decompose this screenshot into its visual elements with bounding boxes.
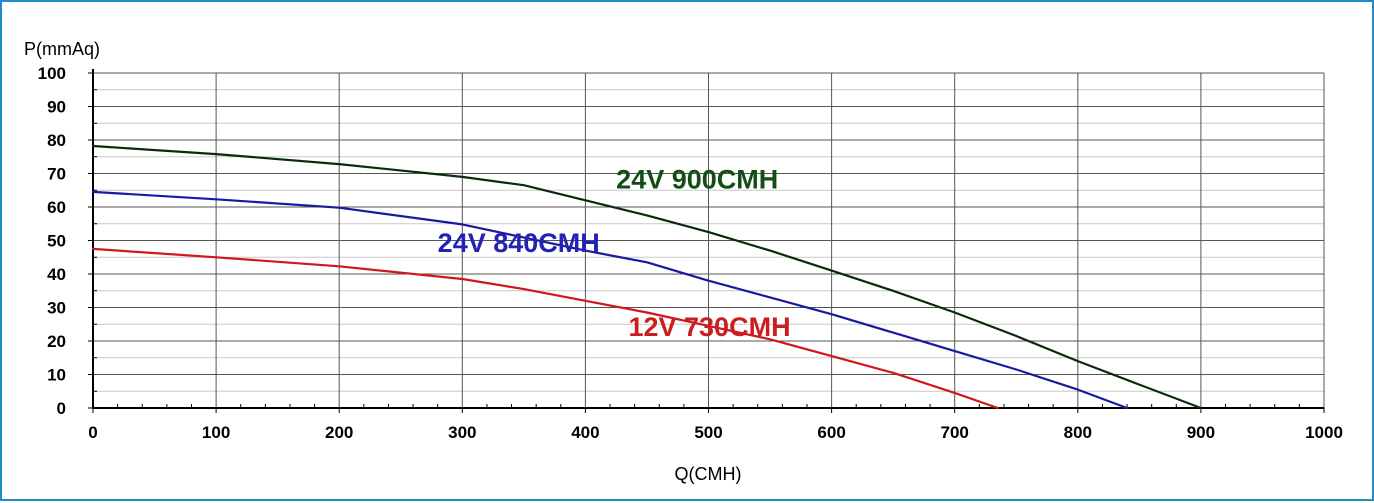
- series-label-0: 24V 900CMH: [616, 165, 778, 195]
- y-tick-label: 90: [47, 98, 66, 117]
- y-tick-label: 30: [47, 299, 66, 318]
- y-tick-label: 60: [47, 198, 66, 217]
- series-labels: 24V 900CMH 24V 840CMH 12V 730CMH: [438, 165, 791, 342]
- y-tick-label: 10: [47, 366, 66, 385]
- x-axis-title: Q(CMH): [675, 464, 742, 484]
- x-tick-label: 700: [941, 423, 969, 442]
- y-axis-title: P(mmAq): [24, 39, 100, 59]
- y-tick-label: 80: [47, 131, 66, 150]
- series-line-1: [91, 190, 1129, 410]
- x-tick-label: 200: [325, 423, 353, 442]
- major-grid: [92, 69, 1325, 409]
- x-tick-label: 800: [1064, 423, 1092, 442]
- x-tick-label: 900: [1187, 423, 1215, 442]
- x-tick-label: 300: [448, 423, 476, 442]
- x-tick-label: 100: [202, 423, 230, 442]
- y-tick-label: 50: [47, 232, 66, 251]
- x-tick-label: 500: [694, 423, 722, 442]
- y-tick-label: 20: [47, 332, 66, 351]
- series-line-2: [91, 247, 999, 410]
- y-tick-label: 70: [47, 165, 66, 184]
- x-tick-label: 600: [817, 423, 845, 442]
- series-label-1: 24V 840CMH: [438, 228, 600, 258]
- series-lines: [91, 144, 1202, 410]
- x-tick-label: 0: [88, 423, 97, 442]
- y-tick-label: 40: [47, 265, 66, 284]
- series-line-0: [91, 144, 1202, 410]
- series-label-2: 12V 730CMH: [628, 312, 790, 342]
- tick-labels: 0 100 200 300 400 500 600 700 800 900 1000 0 10 20 30 4…: [38, 64, 1343, 442]
- y-tick-label: 0: [57, 399, 66, 418]
- x-tick-label: 1000: [1305, 423, 1343, 442]
- y-tick-label: 100: [38, 64, 66, 83]
- axis-ticks: [88, 72, 1325, 413]
- x-tick-label: 400: [571, 423, 599, 442]
